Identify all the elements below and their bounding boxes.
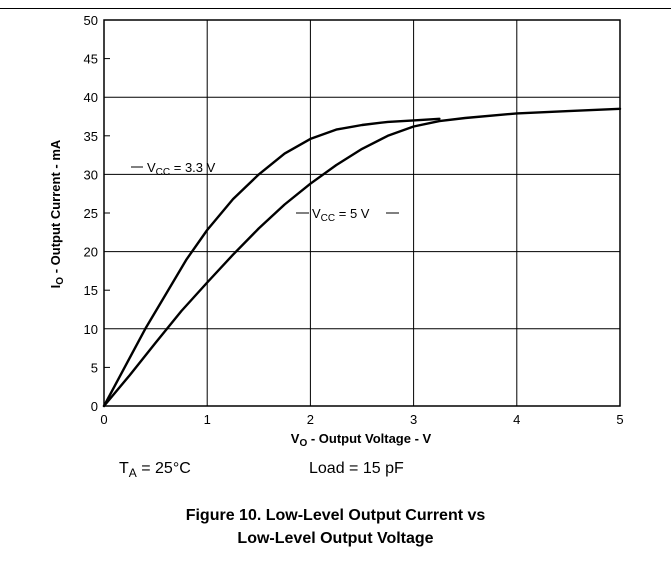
top-rule [0,8,671,9]
y-tick-label: 5 [91,360,98,375]
series-line-vcc-3v3 [102,117,441,408]
y-tick-label: 35 [84,129,98,144]
y-tick-labels: 0 5 10 15 20 25 30 35 40 45 50 [84,13,98,414]
grid-lines [104,20,620,406]
x-tick-label: 0 [100,412,107,427]
temperature-condition: TA = 25°C [119,460,191,480]
x-axis-title: VO - Output Voltage - V [291,431,432,449]
x-tick-label: 3 [410,412,417,427]
plot-frame [103,19,621,407]
series-lines [102,107,622,408]
y-tick-label: 50 [84,13,98,28]
x-tick-label: 4 [513,412,520,427]
x-tick-label: 5 [616,412,623,427]
y-axis-title: IO - Output Current - mA [48,139,66,288]
y-tick-label: 10 [84,322,98,337]
figure-caption-line-2: Low-Level Output Voltage [237,530,434,547]
x-tick-label: 1 [204,412,211,427]
y-tick-label: 45 [84,52,98,67]
x-tick-label: 2 [307,412,314,427]
load-condition: Load = 15 pF [309,460,404,477]
series-label-5v: VCC = 5 V [312,206,370,224]
y-tick-label: 25 [84,206,98,221]
y-tick-label: 15 [84,283,98,298]
y-tick-label: 20 [84,245,98,260]
figure-caption-line-1: Figure 10. Low-Level Output Current vs [185,507,486,524]
y-tick-label: 40 [84,90,98,105]
y-tick-label: 30 [84,167,98,182]
x-tick-labels: 0 1 2 3 4 5 [100,412,623,427]
series-line-vcc-5v [102,107,622,408]
series-label-3v3: VCC = 3.3 V [147,160,216,178]
y-tick-label: 0 [91,399,98,414]
